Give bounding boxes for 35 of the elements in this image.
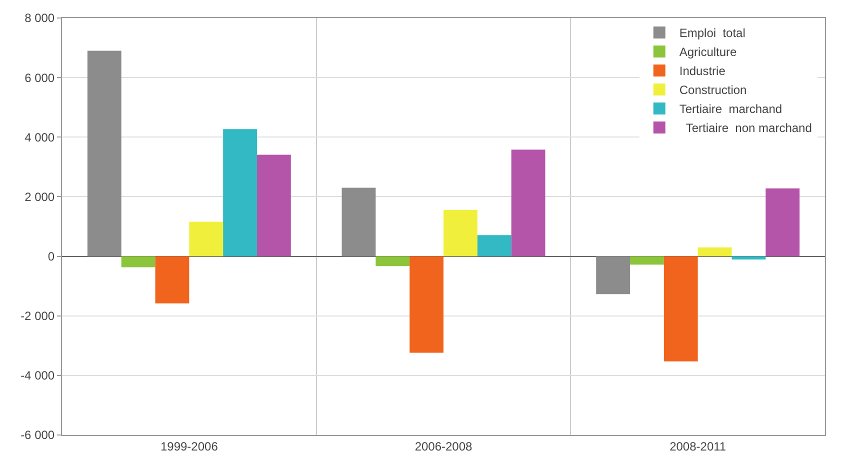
- x-tick-label: 2008-2011: [670, 439, 726, 454]
- y-tick-label: 6 000: [24, 70, 55, 85]
- legend-label: Emploi total: [679, 26, 746, 40]
- bar: [766, 188, 800, 256]
- bar: [664, 256, 698, 362]
- bar: [410, 256, 444, 353]
- bar: [511, 150, 546, 256]
- bar: [732, 256, 766, 260]
- bar: [630, 256, 664, 265]
- legend-label: Tertiaire non marchand: [679, 121, 812, 136]
- x-tick-label: 2006-2008: [414, 439, 473, 454]
- bar: [87, 50, 122, 256]
- y-tick-label: 0: [48, 249, 55, 264]
- y-tick-label: 4 000: [24, 130, 55, 144]
- legend-label: Tertiaire marchand: [679, 102, 782, 116]
- y-tick-label: 2 000: [24, 190, 55, 204]
- legend-label: Industrie: [679, 64, 726, 78]
- y-tick-label: -4 000: [20, 368, 55, 383]
- bar: [121, 256, 156, 268]
- y-tick-label: -2 000: [20, 309, 55, 324]
- legend-label: Agriculture: [679, 45, 738, 60]
- bar: [596, 256, 630, 294]
- bar: [477, 235, 512, 256]
- bar: [698, 247, 732, 256]
- y-tick-label: -6 000: [20, 428, 55, 442]
- bar: [256, 154, 291, 256]
- bar: [189, 222, 224, 256]
- x-tick-label: 1999-2006: [160, 439, 218, 454]
- bar: [376, 256, 410, 266]
- legend-label: Construction: [679, 83, 747, 98]
- bar: [444, 210, 478, 256]
- bar: [155, 256, 190, 304]
- y-tick-label: 8 000: [24, 11, 55, 26]
- bar: [342, 188, 376, 256]
- bar: [223, 129, 257, 256]
